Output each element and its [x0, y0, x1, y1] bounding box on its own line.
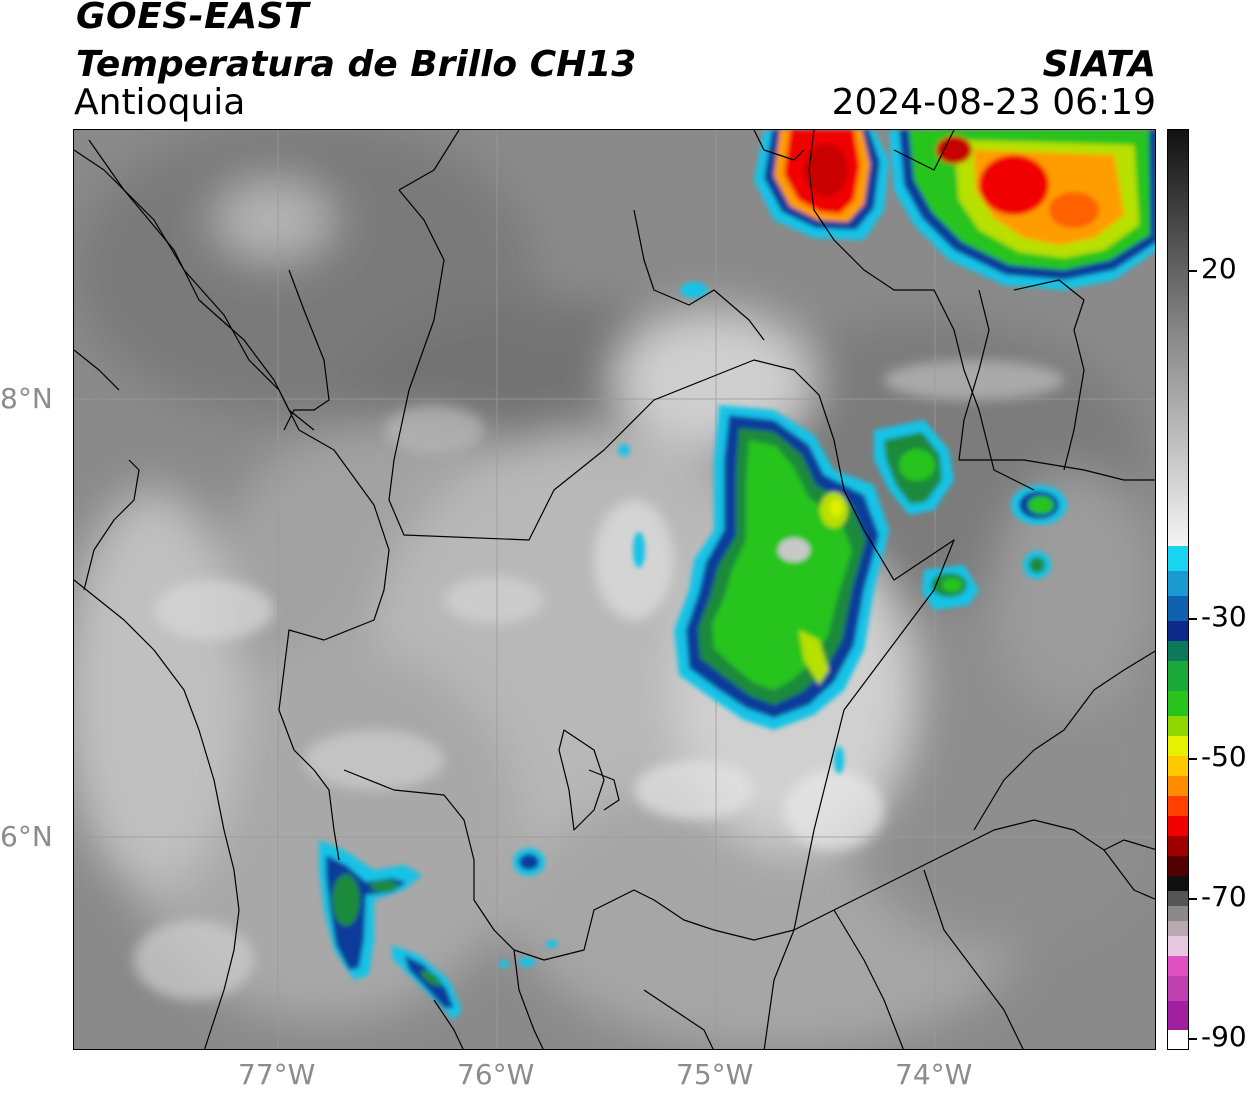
lon-label-75w: 75°W — [676, 1058, 754, 1091]
colorbar-gradient — [1168, 130, 1188, 1049]
lat-label-8n: 8°N — [0, 382, 53, 415]
colorbar-tick-minus50 — [1189, 758, 1197, 760]
cloud-background — [74, 130, 1155, 1049]
colorbar-label-20: 20 — [1201, 252, 1237, 285]
product-title: Temperatura de Brillo CH13 — [76, 44, 637, 85]
colorbar-tick-minus70 — [1189, 898, 1197, 900]
storm-cell-east-small — [618, 282, 1067, 774]
boundaries — [74, 130, 1155, 1049]
lon-label-77w: 77°W — [238, 1058, 316, 1091]
colorbar-label-minus30: -30 — [1201, 600, 1247, 633]
organization-label: SIATA — [1042, 44, 1156, 85]
colorbar-tick-20 — [1189, 270, 1197, 272]
colorbar — [1167, 129, 1189, 1050]
storm-cell-central — [674, 405, 889, 730]
satellite-title: GOES-EAST — [76, 0, 310, 37]
storm-cell-southwest — [319, 840, 558, 1020]
storm-cell-northeast — [754, 130, 1155, 290]
region-title: Antioquia — [74, 82, 246, 123]
colorbar-label-minus50: -50 — [1201, 740, 1247, 773]
timestamp-label: 2024-08-23 06:19 — [831, 82, 1156, 123]
map-panel — [73, 129, 1156, 1050]
satellite-map — [74, 130, 1155, 1049]
colorbar-tick-minus30 — [1189, 618, 1197, 620]
lat-label-6n: 6°N — [0, 820, 53, 853]
storm-cell-central-east — [874, 420, 979, 610]
lon-label-74w: 74°W — [895, 1058, 973, 1091]
lon-label-76w: 76°W — [457, 1058, 535, 1091]
colorbar-label-minus70: -70 — [1201, 880, 1247, 913]
colorbar-tick-minus90 — [1189, 1038, 1197, 1040]
colorbar-label-minus90: -90 — [1201, 1020, 1247, 1053]
